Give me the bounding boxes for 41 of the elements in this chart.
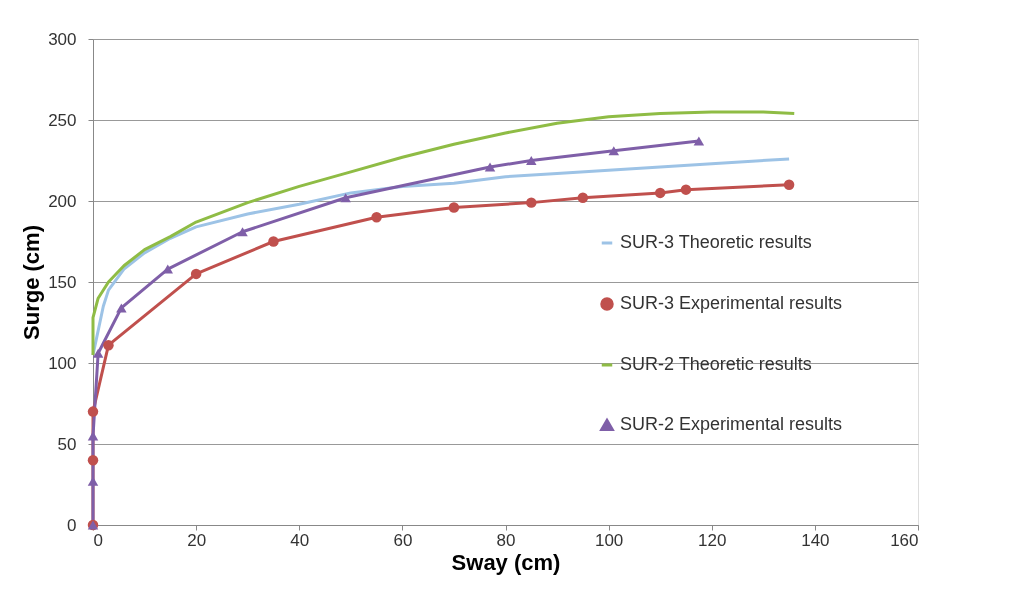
point [268, 236, 279, 247]
point [484, 162, 496, 172]
y-tick-label: 250 [48, 110, 77, 130]
point [92, 348, 104, 358]
x-tick-label: 60 [393, 530, 413, 550]
legend-label: SUR-3 Experimental results [620, 293, 843, 313]
point [654, 187, 666, 199]
point [371, 211, 382, 223]
x-tick-label: 120 [698, 530, 727, 550]
point [190, 268, 202, 280]
y-axis-title: Surge (cm) [19, 225, 45, 340]
point [103, 339, 114, 351]
point [608, 146, 620, 156]
legend-label: SUR-2 Theoretic results [620, 354, 812, 374]
x-tick-label: 140 [801, 530, 830, 550]
point [693, 136, 705, 146]
legend-label: SUR-3 Theoretic results [620, 232, 812, 252]
point [526, 197, 537, 208]
point [87, 454, 99, 466]
point [577, 192, 589, 203]
y-tick-label: 0 [67, 515, 77, 535]
point [526, 155, 537, 166]
y-tick-label: 150 [48, 272, 77, 292]
y-tick-label: 300 [48, 29, 77, 49]
y-tick-label: 50 [57, 434, 77, 454]
x-tick-label: 160 [890, 530, 919, 550]
point [87, 406, 99, 417]
x-tick-label: 40 [290, 530, 310, 550]
x-tick-label: 80 [496, 530, 516, 550]
x-axis-title: Sway (cm) [451, 549, 561, 575]
x-tick-label: 0 [93, 530, 103, 550]
y-tick-label: 100 [48, 353, 77, 373]
x-tick-label: 20 [187, 530, 207, 550]
x-tick-label: 100 [594, 530, 624, 550]
legend-label: SUR-2 Experimental results [620, 414, 843, 434]
point [783, 179, 795, 191]
y-tick-label: 200 [48, 191, 77, 211]
point [237, 227, 248, 237]
point [680, 184, 692, 195]
point [448, 202, 460, 213]
point [340, 193, 351, 203]
